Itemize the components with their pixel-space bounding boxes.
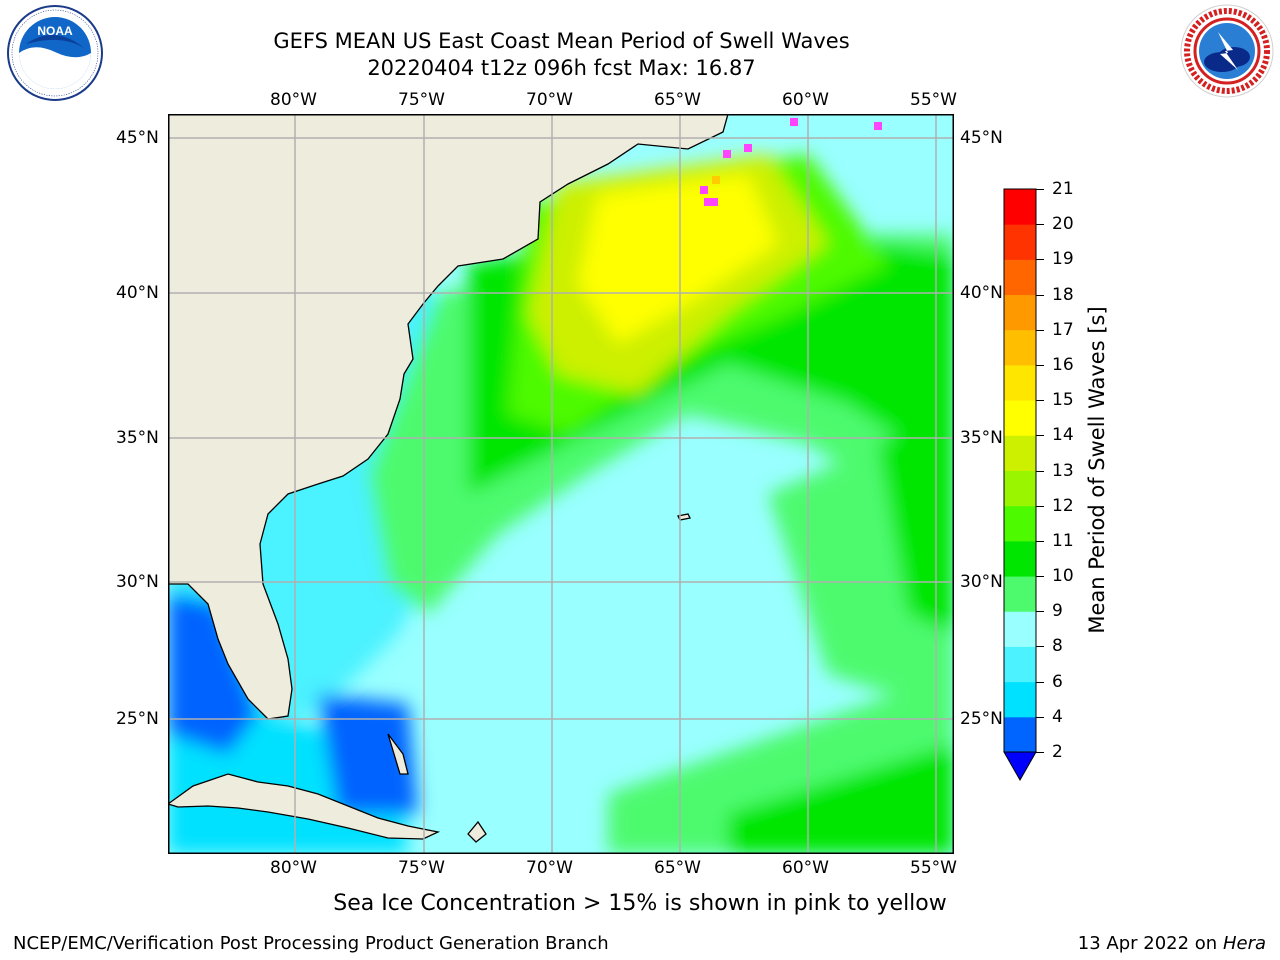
colorbar-tick-mark bbox=[1036, 294, 1044, 296]
noaa-logo: NOAA bbox=[7, 5, 103, 101]
colorbar-tick-label: 16 bbox=[1052, 354, 1074, 375]
lon-label-bottom: 80°W bbox=[270, 858, 317, 878]
colorbar-tick-label: 8 bbox=[1052, 636, 1063, 657]
colorbar-tick-mark bbox=[1036, 716, 1044, 718]
colorbar-under-triangle bbox=[1003, 751, 1037, 782]
colorbar-tick-label: 19 bbox=[1052, 249, 1074, 270]
colorbar-band bbox=[1004, 470, 1036, 507]
footer-host: Hera bbox=[1222, 933, 1266, 954]
colorbar-band bbox=[1004, 259, 1036, 296]
map-panel bbox=[168, 114, 954, 854]
colorbar-tick-label: 18 bbox=[1052, 284, 1074, 305]
colorbar-band bbox=[1004, 364, 1036, 401]
lon-label-top: 75°W bbox=[398, 90, 445, 110]
colorbar-band bbox=[1004, 681, 1036, 718]
swell-period-field bbox=[168, 154, 954, 854]
colorbar-band bbox=[1004, 435, 1036, 471]
colorbar-tick-label: 11 bbox=[1052, 530, 1074, 551]
footer-date-text: 13 Apr 2022 on bbox=[1077, 933, 1223, 954]
svg-text:NOAA: NOAA bbox=[37, 24, 73, 38]
colorbar-tick-mark bbox=[1036, 646, 1044, 648]
colorbar-tick-label: 20 bbox=[1052, 214, 1074, 235]
lon-label-top: 65°W bbox=[654, 90, 701, 110]
lon-label-top: 55°W bbox=[910, 90, 957, 110]
colorbar-tick-mark bbox=[1036, 576, 1044, 578]
colorbar-tick-label: 4 bbox=[1052, 706, 1063, 727]
colorbar-tick-mark bbox=[1036, 329, 1044, 331]
colorbar-tick-label: 10 bbox=[1052, 566, 1074, 587]
colorbar-tick-label: 13 bbox=[1052, 460, 1074, 481]
land bbox=[168, 114, 729, 843]
colorbar-band bbox=[1004, 224, 1036, 260]
colorbar-tick-label: 2 bbox=[1052, 742, 1063, 762]
colorbar-tick-mark bbox=[1036, 505, 1044, 507]
colorbar-tick-label: 12 bbox=[1052, 495, 1074, 516]
colorbar-band bbox=[1004, 189, 1036, 225]
sea-ice-patches bbox=[700, 118, 882, 206]
lon-label-bottom: 60°W bbox=[782, 858, 829, 878]
lon-label-top: 60°W bbox=[782, 90, 829, 110]
colorbar-tick-mark bbox=[1036, 681, 1044, 683]
colorbar-bands bbox=[1004, 189, 1036, 753]
colorbar-tick-mark bbox=[1036, 259, 1044, 261]
colorbar bbox=[1003, 188, 1037, 782]
colorbar-tick-label: 17 bbox=[1052, 319, 1074, 340]
lat-label-left: 25°N bbox=[116, 709, 159, 729]
colorbar-tick-mark bbox=[1036, 224, 1044, 226]
lon-label-bottom: 70°W bbox=[526, 858, 573, 878]
chart-title: GEFS MEAN US East Coast Mean Period of S… bbox=[273, 29, 850, 53]
lat-label-left: 40°N bbox=[116, 283, 159, 303]
colorbar-tick-label: 9 bbox=[1052, 601, 1063, 622]
sea-ice-caption: Sea Ice Concentration > 15% is shown in … bbox=[333, 891, 947, 916]
footer-credit: NCEP/EMC/Verification Post Processing Pr… bbox=[13, 933, 609, 954]
colorbar-tick-mark bbox=[1036, 189, 1044, 190]
map-frame bbox=[168, 114, 954, 854]
colorbar-label: Mean Period of Swell Waves [s] bbox=[1085, 306, 1109, 634]
colorbar-tick-mark bbox=[1036, 364, 1044, 366]
lat-label-right: 30°N bbox=[960, 572, 1003, 592]
colorbar-band bbox=[1004, 611, 1036, 647]
colorbar-tick-mark bbox=[1036, 540, 1044, 542]
colorbar-band bbox=[1004, 400, 1036, 436]
colorbar-tick-label: 14 bbox=[1052, 425, 1074, 446]
colorbar-tick-mark bbox=[1036, 611, 1044, 613]
graticule bbox=[168, 114, 954, 854]
colorbar-band bbox=[1004, 576, 1036, 612]
colorbar-tick-label: 21 bbox=[1052, 179, 1074, 199]
colorbar-band bbox=[1004, 505, 1036, 542]
lat-label-right: 40°N bbox=[960, 283, 1003, 303]
lat-label-right: 45°N bbox=[960, 128, 1003, 148]
colorbar-tick-mark bbox=[1036, 400, 1044, 402]
nws-logo bbox=[1180, 4, 1274, 98]
lon-label-bottom: 65°W bbox=[654, 858, 701, 878]
lon-label-top: 80°W bbox=[270, 90, 317, 110]
colorbar-tick-label: 15 bbox=[1052, 390, 1074, 411]
footer-date: 13 Apr 2022 on Hera bbox=[1078, 933, 1266, 954]
colorbar-tick-mark bbox=[1036, 435, 1044, 437]
colorbar-band bbox=[1004, 540, 1036, 577]
colorbar-tick-mark bbox=[1036, 470, 1044, 472]
lon-label-bottom: 75°W bbox=[398, 858, 445, 878]
lat-label-right: 25°N bbox=[960, 709, 1003, 729]
lon-label-bottom: 55°W bbox=[910, 858, 957, 878]
colorbar-tick-mark bbox=[1036, 752, 1044, 753]
chart-subtitle: 20220404 t12z 096h fcst Max: 16.87 bbox=[367, 56, 756, 80]
colorbar-band bbox=[1004, 646, 1036, 683]
lat-label-left: 30°N bbox=[116, 572, 159, 592]
lat-label-left: 45°N bbox=[116, 128, 159, 148]
colorbar-band bbox=[1004, 294, 1036, 331]
colorbar-band bbox=[1004, 329, 1036, 366]
lat-label-right: 35°N bbox=[960, 428, 1003, 448]
colorbar-tick-label: 6 bbox=[1052, 671, 1063, 692]
lon-label-top: 70°W bbox=[526, 90, 573, 110]
colorbar-band bbox=[1004, 716, 1036, 753]
lat-label-left: 35°N bbox=[116, 428, 159, 448]
